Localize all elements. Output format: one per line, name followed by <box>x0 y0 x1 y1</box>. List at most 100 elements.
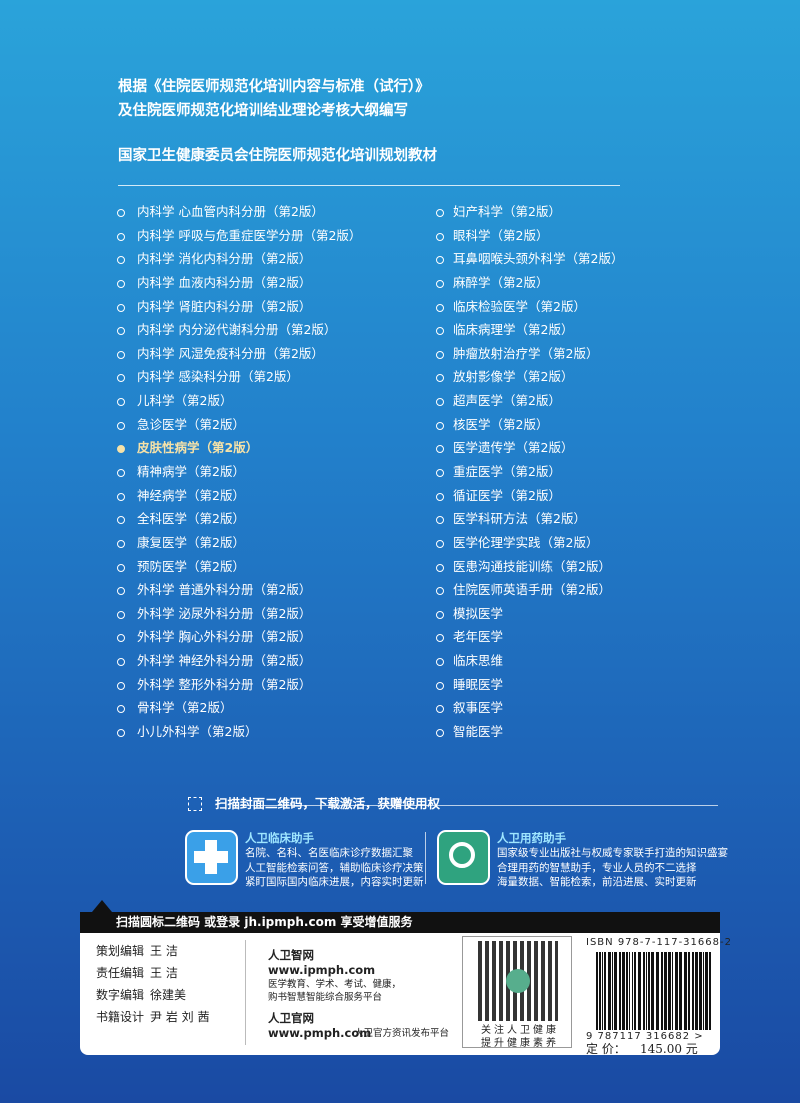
bullet <box>117 445 125 454</box>
bullet <box>436 729 444 737</box>
bullet <box>436 681 444 690</box>
bullet <box>117 232 125 241</box>
bullet <box>117 610 125 619</box>
book-title: 放射影像学（第2版） <box>453 369 574 385</box>
book-title: 老年医学 <box>453 629 504 645</box>
book-title: 内科学 感染科分册（第2版） <box>137 369 299 385</box>
bullet <box>436 492 444 501</box>
bar-line <box>664 952 667 1030</box>
bar-line <box>684 952 687 1030</box>
app-icon <box>185 830 238 885</box>
book-title: 小儿外科学（第2版） <box>137 724 258 739</box>
bullet <box>117 209 125 217</box>
bullet <box>117 279 125 288</box>
bar-line <box>661 952 663 1030</box>
bullet <box>117 327 125 336</box>
book-title: 外科学 胸心外科分册（第2版） <box>137 629 312 645</box>
book-title: 外科学 整形外科分册（第2版） <box>137 676 312 692</box>
bar-line <box>648 952 650 1030</box>
bullet <box>436 303 444 312</box>
book-title: 骨科学（第2版） <box>137 700 233 716</box>
book-title: 麻醉学（第2版） <box>453 274 549 290</box>
credit-name: 徐建美 <box>150 988 187 1002</box>
bullet <box>436 232 444 241</box>
bullet <box>436 421 444 430</box>
bullet <box>117 563 125 572</box>
bar-line <box>626 952 628 1030</box>
book-title: 医患沟通技能训练（第2版） <box>453 558 611 574</box>
qr-caption: 提升健康素养 <box>481 1038 559 1049</box>
bullet <box>117 303 125 312</box>
header-line: 及住院医师规范化培训结业理论考核大纲编写 <box>118 103 408 119</box>
book-title: 内科学 内分泌代谢科分册（第2版） <box>137 322 337 338</box>
price: 145.00 元 <box>640 1042 698 1056</box>
bullet <box>436 398 444 407</box>
bar-line <box>688 952 690 1030</box>
book-title: 医学遗传学（第2版） <box>453 440 574 456</box>
bar-line <box>596 952 598 1030</box>
barcode <box>596 952 712 1030</box>
book-title: 眼科学（第2版） <box>453 227 549 243</box>
book-title: 模拟医学 <box>453 605 504 621</box>
bar-line <box>602 952 603 1030</box>
bullet <box>117 539 125 548</box>
bar-line <box>612 952 613 1030</box>
bar-line <box>634 952 636 1030</box>
book-title: 叙事医学 <box>453 700 504 716</box>
bar <box>80 912 720 933</box>
book-title: 康复医学（第2版） <box>137 534 245 550</box>
book-title: 全科医学（第2版） <box>137 511 245 527</box>
site-desc: 人卫官方资讯发布平台 <box>354 1028 450 1039</box>
divider <box>245 940 246 1045</box>
bar-notch <box>92 900 112 912</box>
divider <box>425 832 426 884</box>
bullet <box>117 398 125 407</box>
bullet <box>117 681 125 690</box>
site-name: 人卫智网 <box>268 948 314 962</box>
bar-line <box>672 952 673 1030</box>
bullet <box>117 469 125 477</box>
book-title: 医学科研方法（第2版） <box>453 511 586 527</box>
bullet <box>117 256 125 265</box>
bar-line <box>638 952 641 1030</box>
bar-line <box>622 952 625 1030</box>
app-desc: 紧盯国际国内临床进展，内容实时更新 <box>245 876 424 888</box>
credit-name: 尹 岩 刘 茜 <box>150 1010 210 1024</box>
book-title: 内科学 风湿免疫科分册（第2版） <box>137 345 324 361</box>
book-title: 睡眠医学 <box>453 676 504 692</box>
credit-role: 数字编辑 <box>96 988 145 1002</box>
bullet <box>436 445 444 454</box>
book-title: 智能医学 <box>453 724 504 739</box>
bar-line <box>692 952 694 1030</box>
bullet <box>117 492 125 501</box>
bar-line <box>705 952 708 1030</box>
series-title: 国家卫生健康委员会住院医师规范化培训规划教材 <box>118 148 437 164</box>
bar-line <box>614 952 617 1030</box>
site-desc: 购书智慧智能综合服务平台 <box>268 992 383 1003</box>
bullet <box>117 374 125 383</box>
qr-box <box>462 936 572 1048</box>
promo-banner: 扫描封面二维码，下载激活，获赠使用权 <box>215 796 441 811</box>
barcode-digits: 9 787117 316682 > <box>586 1031 704 1042</box>
bar-line <box>643 952 645 1030</box>
book-title: 外科学 泌尿外科分册（第2版） <box>137 605 312 621</box>
bullet <box>436 279 444 288</box>
bar-line <box>604 952 606 1030</box>
credit-name: 王 洁 <box>150 966 178 980</box>
bullet <box>117 421 125 430</box>
book-title: 内科学 血液内科分册（第2版） <box>137 274 312 290</box>
bullet <box>436 705 444 714</box>
book-title: 内科学 心血管内科分册（第2版） <box>137 204 324 219</box>
bullet <box>117 634 125 643</box>
bullet <box>436 256 444 265</box>
book-title: 重症医学（第2版） <box>453 464 561 479</box>
price-label: 定 价： <box>586 1042 626 1056</box>
bullet <box>436 516 444 525</box>
site-url: www.pmph.com <box>268 1026 372 1040</box>
book-title: 循证医学（第2版） <box>453 487 561 503</box>
promo-rule <box>240 805 718 806</box>
bullet <box>436 469 444 477</box>
bar-line <box>695 952 698 1030</box>
rule <box>118 185 620 186</box>
